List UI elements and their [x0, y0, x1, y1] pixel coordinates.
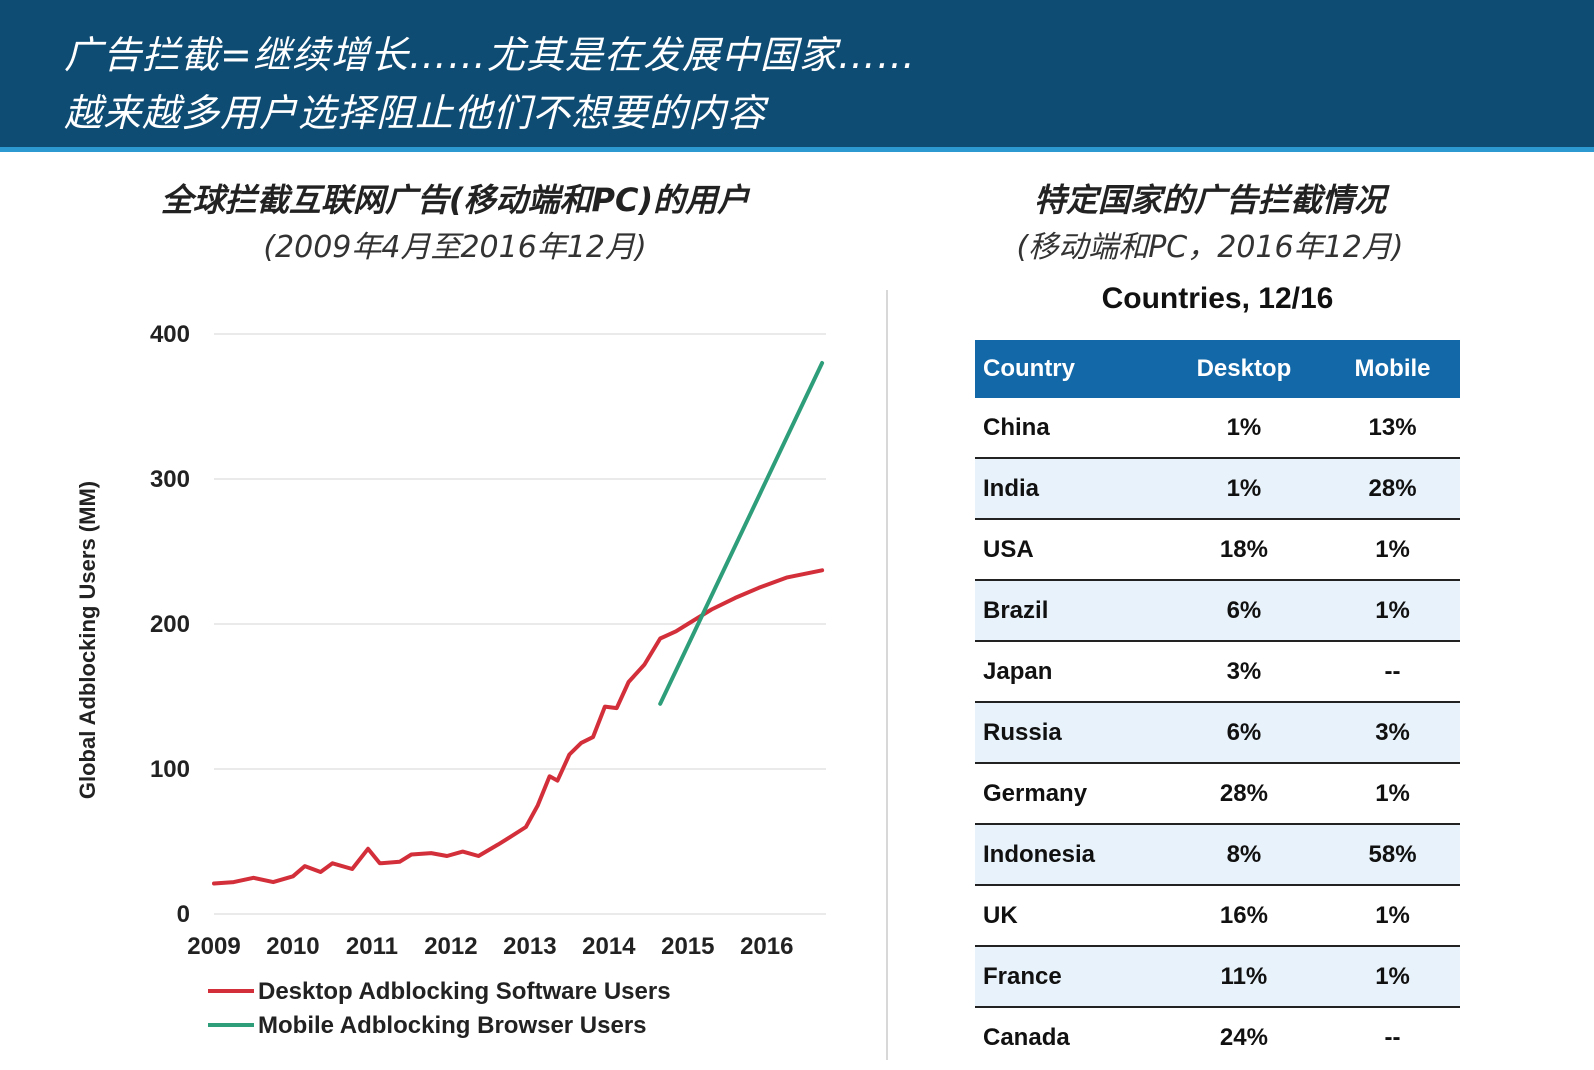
header-title-line1: 广告拦截=继续增长……尤其是在发展中国家…… — [64, 33, 916, 77]
table-cell-desktop: 3% — [1162, 641, 1326, 703]
table-row: France 11% 1% — [975, 946, 1460, 1008]
table-cell-mobile: 1% — [1325, 580, 1460, 642]
table-title: Countries, 12/16 — [1101, 282, 1334, 315]
table-cell-mobile: 1% — [1325, 763, 1460, 825]
table-cell-country: Canada — [983, 1023, 1070, 1051]
table-row: Japan 3% -- — [975, 641, 1460, 703]
table-cell-desktop: 6% — [1162, 702, 1326, 764]
country-table-wrapper: Country Desktop Mobile China 1% 13% India 1% 28… — [975, 340, 1460, 1067]
table-header-desktop: Desktop — [1162, 340, 1326, 398]
x-tick-2015: 2015 — [661, 933, 714, 960]
header-banner: 广告拦截=继续增长……尤其是在发展中国家…… 越来越多用户选择阻止他们不想要的内… — [0, 0, 1594, 152]
chart-gridlines — [214, 333, 826, 915]
table-cell-desktop: 18% — [1162, 519, 1326, 581]
x-tick-2011: 2011 — [346, 933, 398, 960]
desktop-series-line — [212, 568, 825, 886]
table-cell-desktop: 1% — [1162, 398, 1326, 459]
table-panel-subtitle: (移动端和PC，2016年12月) — [1016, 230, 1404, 265]
table-cell-country: USA — [975, 519, 1163, 581]
x-tick-2012: 2012 — [424, 933, 477, 960]
chart-series — [212, 361, 825, 886]
y-tick-labels: 0 100 200 300 400 — [150, 321, 190, 928]
table-cell-mobile: 1% — [1325, 519, 1460, 581]
y-tick-400: 400 — [150, 321, 190, 348]
table-cell-country: Germany — [975, 763, 1163, 825]
table-cell-country: Russia — [975, 702, 1163, 764]
table-cell-country: UK — [975, 885, 1163, 947]
mobile-series-line — [658, 361, 825, 706]
x-tick-2010: 2010 — [266, 933, 319, 960]
table-cell-desktop: 8% — [1162, 824, 1326, 886]
x-tick-labels: 2009 2010 2011 2012 2013 2014 2015 2016 — [187, 933, 793, 960]
y-tick-300: 300 — [150, 466, 190, 493]
table-cell-desktop: 24% — [1219, 1023, 1268, 1051]
legend-label-mobile: Mobile Adblocking Browser Users — [258, 1012, 647, 1039]
chart-panel-title: 全球拦截互联网广告(移动端和PC)的用户 — [160, 181, 750, 219]
x-tick-2014: 2014 — [582, 933, 636, 960]
table-cell-desktop: 11% — [1162, 946, 1326, 1008]
table-panel-title: 特定国家的广告拦截情况 — [1033, 181, 1386, 219]
table-row: Germany 28% 1% — [975, 763, 1460, 825]
table-row: Brazil 6% 1% — [975, 580, 1460, 642]
x-tick-2013: 2013 — [503, 933, 556, 960]
table-cell-desktop: 28% — [1162, 763, 1326, 825]
table-header-row: Country Desktop Mobile — [975, 340, 1460, 398]
table-row: Canada 24% -- — [975, 1007, 1460, 1067]
table-cell-country: China — [975, 398, 1163, 459]
table-cell-desktop: 1% — [1162, 458, 1326, 520]
x-tick-2016: 2016 — [740, 933, 793, 960]
table-row: India 1% 28% — [975, 458, 1460, 520]
table-cell-desktop: 16% — [1162, 885, 1326, 947]
table-header-mobile: Mobile — [1325, 340, 1460, 398]
panel-divider — [886, 290, 888, 1060]
table-cell-country: France — [975, 946, 1163, 1008]
header-title-line2: 越来越多用户选择阻止他们不想要的内容 — [64, 91, 767, 135]
table-row: China 1% 13% — [975, 398, 1460, 459]
table-cell-country: Indonesia — [975, 824, 1163, 886]
table-cell-mobile: 28% — [1325, 458, 1460, 520]
table-row: Russia 6% 3% — [975, 702, 1460, 764]
table-body: China 1% 13% India 1% 28% USA 18% 1% Brazil 6% 1% Ja… — [975, 398, 1460, 1067]
table-cell-country: Brazil — [975, 580, 1163, 642]
y-axis-title: Global Adblocking Users (MM) — [75, 481, 100, 799]
y-tick-200: 200 — [150, 611, 190, 638]
table-cell-country: India — [975, 458, 1163, 520]
table-cell-desktop: 6% — [1162, 580, 1326, 642]
table-cell-mobile: 3% — [1325, 702, 1460, 764]
country-adblock-table: Country Desktop Mobile China 1% 13% India 1% 28… — [975, 340, 1460, 1067]
table-cell-mobile: -- — [1384, 1023, 1401, 1051]
table-cell-mobile: 1% — [1325, 946, 1460, 1008]
table-header-country: Country — [975, 340, 1163, 398]
legend-label-desktop: Desktop Adblocking Software Users — [258, 978, 671, 1005]
y-tick-100: 100 — [150, 756, 190, 783]
table-cell-mobile: -- — [1325, 641, 1460, 703]
table-row: Indonesia 8% 58% — [975, 824, 1460, 886]
table-row: USA 18% 1% — [975, 519, 1460, 581]
x-tick-2009: 2009 — [187, 933, 240, 960]
table-cell-mobile: 13% — [1325, 398, 1460, 459]
chart-panel-subtitle: (2009年4月至2016年12月) — [263, 230, 647, 265]
table-row: UK 16% 1% — [975, 885, 1460, 947]
table-cell-mobile: 58% — [1325, 824, 1460, 886]
table-cell-country: Japan — [975, 641, 1163, 703]
y-tick-0: 0 — [177, 901, 190, 928]
chart-legend: Desktop Adblocking Software Users Mobile … — [208, 978, 671, 1039]
table-cell-mobile: 1% — [1325, 885, 1460, 947]
